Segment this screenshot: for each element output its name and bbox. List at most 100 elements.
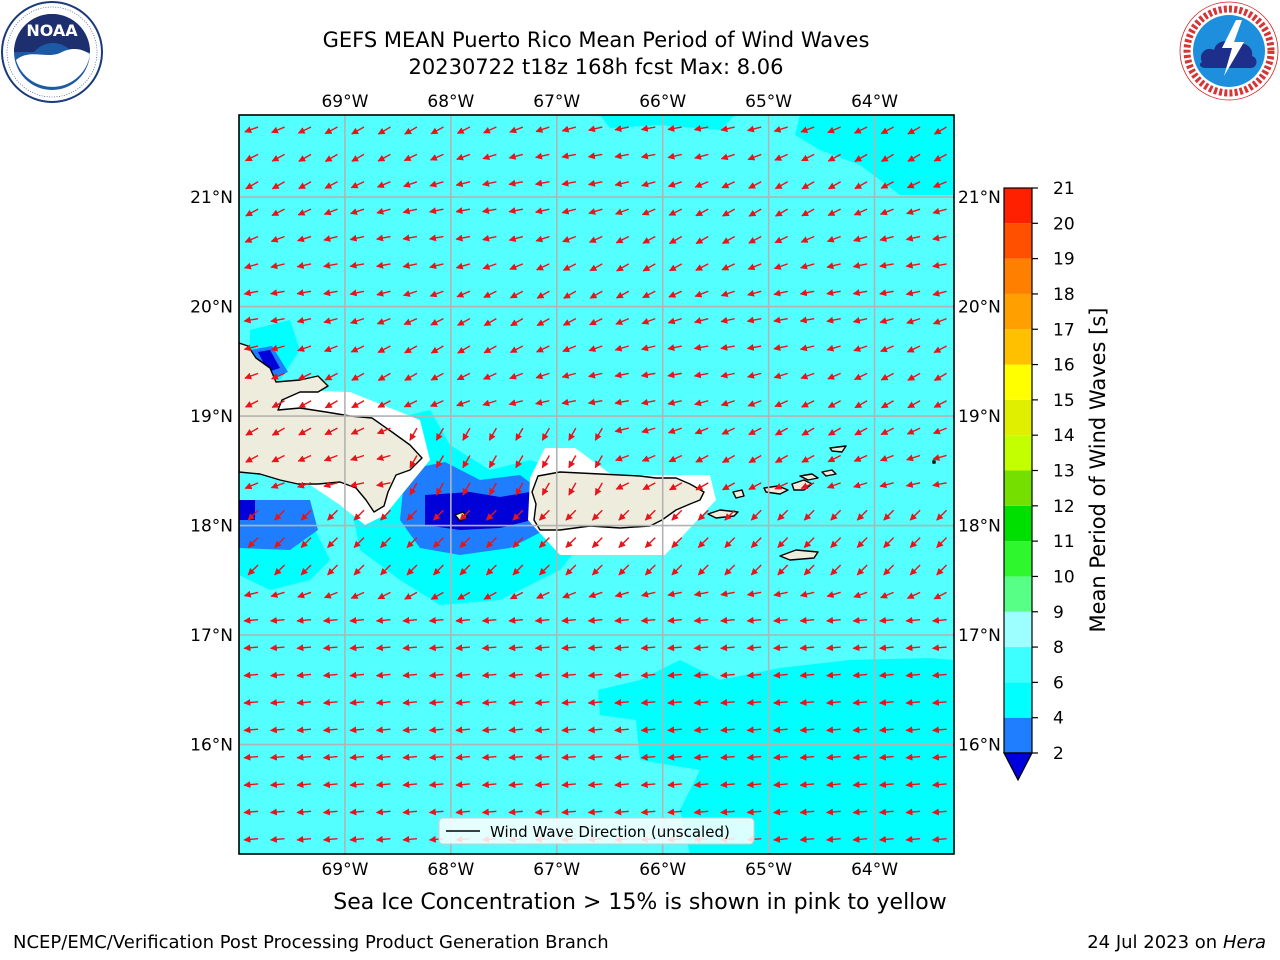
wind-wave-arrow <box>535 152 550 160</box>
wind-wave-arrow <box>562 591 577 599</box>
wind-wave-arrow <box>403 317 418 325</box>
wind-wave-arrow <box>773 344 788 352</box>
wind-wave-arrow <box>515 482 524 496</box>
wind-wave-arrow <box>481 781 497 789</box>
wind-wave-arrow <box>428 671 444 679</box>
wind-wave-arrow <box>826 753 841 761</box>
wind-wave-arrow <box>455 671 470 679</box>
wind-wave-arrow <box>323 481 338 489</box>
wind-wave-arrow <box>883 509 895 521</box>
wind-wave-arrow <box>509 290 524 299</box>
wind-wave-arrow <box>667 644 682 652</box>
wind-wave-arrow <box>509 126 524 134</box>
wind-wave-arrow <box>826 316 841 324</box>
wind-wave-arrow <box>541 427 550 441</box>
wind-wave-arrow <box>377 153 391 162</box>
wind-wave-arrow <box>905 753 921 761</box>
wind-wave-arrow <box>402 207 418 215</box>
wind-wave-arrow <box>932 289 947 297</box>
wind-wave-arrow <box>324 126 338 135</box>
wind-wave-arrow <box>349 835 365 843</box>
wind-wave-arrow <box>853 208 868 216</box>
wind-wave-arrow <box>376 454 391 461</box>
wind-wave-arrow <box>746 125 762 133</box>
wind-wave-arrow <box>243 726 259 734</box>
wind-wave-arrow <box>799 753 815 761</box>
wind-wave-arrow <box>905 699 921 706</box>
wind-wave-arrow <box>905 781 921 789</box>
wind-wave-arrow <box>402 234 418 242</box>
wind-wave-arrow <box>534 644 550 652</box>
wind-wave-arrow <box>720 699 735 706</box>
wind-wave-arrow <box>243 590 259 598</box>
wind-wave-arrow <box>721 181 736 189</box>
wind-wave-arrow <box>353 564 365 576</box>
wind-wave-arrow <box>641 180 656 188</box>
wind-wave-arrow <box>667 427 683 434</box>
wind-wave-arrow <box>349 644 365 652</box>
wind-wave-arrow <box>801 153 815 162</box>
wind-wave-arrow <box>271 208 285 217</box>
wind-wave-arrow <box>827 153 841 162</box>
wind-wave-arrow <box>960 428 973 433</box>
wind-wave-arrow <box>905 234 921 242</box>
wind-wave-arrow <box>376 289 391 297</box>
colorbar-tick-label: 16 <box>1053 356 1075 376</box>
wind-wave-arrow <box>615 235 630 244</box>
wind-wave-arrow <box>826 482 841 489</box>
wind-wave-arrow <box>721 482 736 491</box>
wind-wave-arrow <box>402 726 418 734</box>
wind-wave-arrow <box>801 208 815 217</box>
wind-wave-arrow <box>694 181 709 188</box>
wind-wave-arrow <box>907 153 921 162</box>
wind-wave-arrow <box>640 616 656 624</box>
wind-wave-arrow <box>879 481 894 489</box>
wind-wave-arrow <box>589 290 603 299</box>
wind-wave-arrow <box>435 482 445 496</box>
wind-wave-arrow <box>509 345 524 354</box>
wind-wave-arrow <box>826 235 841 243</box>
wind-wave-arrow <box>852 781 868 789</box>
wind-wave-arrow <box>801 181 815 190</box>
wind-wave-arrow <box>720 290 735 298</box>
wind-wave-arrow <box>322 671 338 679</box>
wind-wave-arrow <box>324 372 338 381</box>
wind-wave-arrow <box>455 699 470 706</box>
wind-wave-arrow <box>644 564 656 576</box>
wind-wave-arrow <box>508 644 523 652</box>
wind-wave-arrow <box>800 262 815 270</box>
wind-wave-arrow <box>640 152 656 160</box>
wind-wave-arrow <box>375 616 391 624</box>
wind-wave-arrow <box>746 616 762 624</box>
wind-wave-arrow <box>409 427 418 441</box>
wind-wave-arrow <box>349 481 365 488</box>
wind-wave-arrow <box>826 671 841 679</box>
wind-wave-arrow <box>243 753 259 761</box>
wind-wave-arrow <box>931 699 947 706</box>
wind-wave-arrow <box>667 808 682 816</box>
wind-wave-arrow <box>587 398 603 406</box>
wind-wave-arrow <box>323 591 338 599</box>
wind-wave-arrow <box>322 616 338 624</box>
wind-wave-arrow <box>640 781 656 789</box>
wind-wave-arrow <box>297 345 312 352</box>
wind-wave-arrow <box>327 564 339 576</box>
wind-wave-arrow <box>852 616 868 624</box>
wind-wave-arrow <box>852 671 868 679</box>
wind-wave-arrow <box>826 699 841 706</box>
wind-wave-arrow <box>720 726 735 734</box>
wind-wave-arrow <box>694 399 709 407</box>
wind-wave-arrow <box>615 290 630 299</box>
wind-wave-arrow <box>906 591 921 599</box>
lat-labels-left: 21°N 20°N 19°N 18°N 17°N 16°N <box>190 188 233 755</box>
wind-wave-arrow <box>959 455 973 458</box>
wind-wave-arrow <box>298 400 312 409</box>
wind-wave-arrow <box>746 371 762 379</box>
wind-wave-arrow <box>856 509 868 521</box>
colorbar-segment <box>1004 717 1032 753</box>
wind-wave-arrow <box>694 317 709 324</box>
wind-wave-arrow <box>376 181 391 188</box>
lon-label-bottom: 64°W <box>851 860 898 880</box>
wind-wave-arrow <box>852 289 868 297</box>
wind-wave-arrow <box>878 726 894 734</box>
